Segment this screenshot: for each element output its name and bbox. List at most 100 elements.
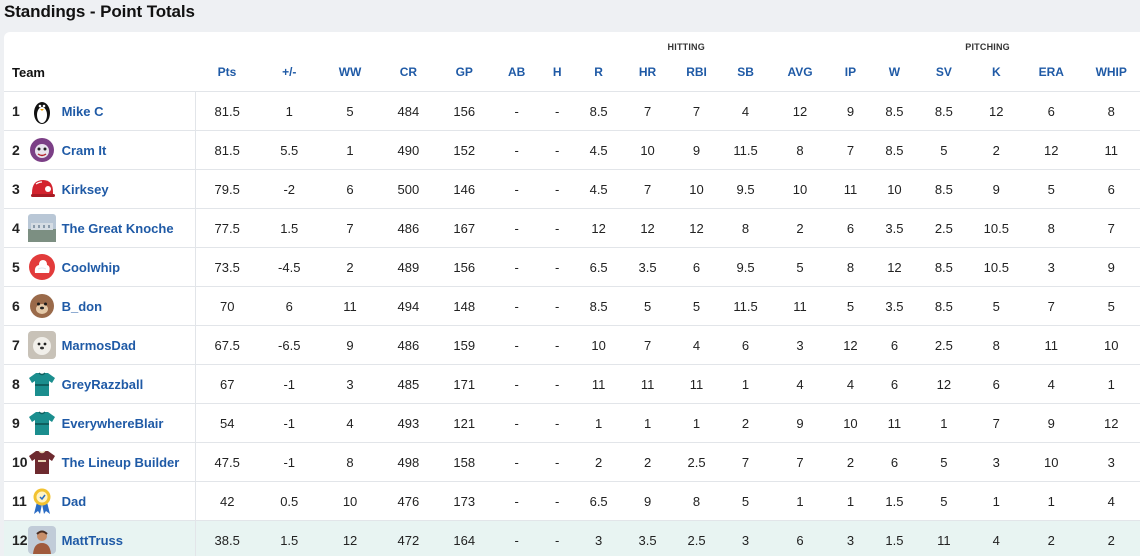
person-photo-icon[interactable] bbox=[27, 526, 56, 554]
ab-cell: - bbox=[491, 169, 542, 209]
rbi-cell: 4 bbox=[670, 325, 723, 365]
teal-jersey-icon[interactable] bbox=[28, 409, 56, 437]
sv-cell: 1 bbox=[919, 403, 969, 443]
pts-column-header[interactable]: Pts bbox=[217, 65, 237, 79]
team-cell: The Lineup Builder bbox=[27, 442, 196, 482]
h-column-header[interactable]: H bbox=[552, 65, 562, 79]
table-row: 10 The Lineup Builder 47.5 -1 8 498 158- -2 2 2.5… bbox=[4, 442, 1140, 482]
team-name-link[interactable]: Cram It bbox=[61, 142, 107, 158]
team-name-link[interactable]: Dad bbox=[61, 493, 87, 509]
sb-column-header[interactable]: SB bbox=[737, 65, 754, 79]
standings-table: HITTING PITCHING Team Pts +/- WW CR GP AB H R HR R… bbox=[4, 32, 1140, 556]
team-name-link[interactable]: MarmosDad bbox=[61, 337, 136, 353]
w-column-header[interactable]: W bbox=[888, 65, 901, 79]
r-cell: 6.5 bbox=[572, 247, 625, 287]
k-column-header[interactable]: K bbox=[991, 65, 1001, 79]
cr-cell: 472 bbox=[380, 520, 437, 556]
team-name-link[interactable]: The Lineup Builder bbox=[61, 454, 180, 470]
whip-column-header[interactable]: WHIP bbox=[1095, 65, 1127, 79]
sv-column-header[interactable]: SV bbox=[935, 65, 952, 79]
ww-cell: 8 bbox=[319, 442, 381, 482]
batting-helmet-icon[interactable] bbox=[28, 175, 56, 203]
cr-cell: 493 bbox=[380, 403, 437, 443]
sb-cell: 2 bbox=[722, 403, 769, 443]
team-cell: The Great Knoche bbox=[27, 208, 196, 248]
award-ribbon-icon[interactable] bbox=[28, 487, 56, 515]
rbi-cell: 10 bbox=[670, 169, 723, 209]
w-cell: 10 bbox=[869, 169, 920, 209]
team-name-link[interactable]: The Great Knoche bbox=[61, 220, 174, 236]
era-cell: 5 bbox=[1024, 169, 1079, 209]
team-name-link[interactable]: Coolwhip bbox=[61, 259, 121, 275]
table-row: 11 Dad 42 0.5 10 476 173- -6.5 9 8 5 1 1 1.5 5 1 1 4 bbox=[4, 481, 1140, 521]
white-dog-icon[interactable] bbox=[27, 331, 56, 359]
k-cell: 8 bbox=[968, 325, 1025, 365]
gp-column-header[interactable]: GP bbox=[455, 65, 473, 79]
cr-column-header[interactable]: CR bbox=[399, 65, 418, 79]
whip-cell: 4 bbox=[1078, 481, 1140, 521]
rbi-cell: 8 bbox=[670, 481, 723, 521]
team-name-link[interactable]: Kirksey bbox=[61, 181, 109, 197]
pts-cell: 54 bbox=[195, 403, 259, 443]
team-name-link[interactable]: EverywhereBlair bbox=[61, 415, 164, 431]
pts-cell: 38.5 bbox=[195, 520, 259, 556]
avg-cell: 6 bbox=[768, 520, 832, 556]
stadium-photo-icon[interactable] bbox=[27, 214, 56, 242]
r-cell: 1 bbox=[572, 403, 625, 443]
table-row: 2 Cram It 81.5 5.5 1 490 152- -4.5 10 9 11.5 8 7 8.5 5… bbox=[4, 130, 1140, 170]
pts-cell: 47.5 bbox=[195, 442, 259, 482]
table-row: 1 Mike C 81.5 1 5 484 156- -8.5 7 7 4 12 9 8.5 8.5 12 6 8 bbox=[4, 91, 1140, 131]
era-column-header[interactable]: ERA bbox=[1038, 65, 1064, 79]
sb-cell: 9.5 bbox=[722, 247, 769, 287]
team-name-link[interactable]: GreyRazzball bbox=[61, 376, 144, 392]
teal-jersey-icon[interactable] bbox=[28, 370, 56, 398]
whip-cell: 8 bbox=[1078, 91, 1140, 131]
table-row: 8 GreyRazzball 67 -1 3 485 171- -11 11 11 1 4 4 6 12 6 4… bbox=[4, 364, 1140, 404]
r-cell: 8.5 bbox=[572, 286, 625, 326]
plus-minus-cell: -4.5 bbox=[258, 247, 320, 287]
dog-face-icon[interactable] bbox=[28, 292, 56, 320]
r-cell: 11 bbox=[572, 364, 625, 404]
h-cell: - bbox=[541, 403, 573, 443]
pts-cell: 81.5 bbox=[195, 130, 259, 170]
rbi-cell: 2.5 bbox=[670, 442, 723, 482]
k-cell: 7 bbox=[968, 403, 1025, 443]
hr-column-header[interactable]: HR bbox=[638, 65, 657, 79]
team-name-link[interactable]: Mike C bbox=[61, 103, 104, 119]
rbi-column-header[interactable]: RBI bbox=[686, 65, 707, 79]
maroon-jersey-icon[interactable] bbox=[28, 448, 56, 476]
r-column-header[interactable]: R bbox=[594, 65, 603, 79]
whipped-cream-icon[interactable] bbox=[28, 253, 56, 281]
plus-minus-column-header[interactable]: +/- bbox=[282, 65, 297, 79]
ab-cell: - bbox=[491, 403, 542, 443]
baseball-face-icon[interactable] bbox=[28, 136, 56, 164]
rank-cell: 6 bbox=[4, 286, 28, 326]
rbi-cell: 11 bbox=[670, 364, 723, 404]
sb-cell: 6 bbox=[722, 325, 769, 365]
avg-cell: 5 bbox=[768, 247, 832, 287]
penguin-icon[interactable] bbox=[28, 97, 56, 125]
sv-cell: 8.5 bbox=[919, 247, 969, 287]
team-name-link[interactable]: B_don bbox=[61, 298, 103, 314]
team-cell: GreyRazzball bbox=[27, 364, 196, 404]
w-cell: 3.5 bbox=[869, 286, 920, 326]
r-cell: 4.5 bbox=[572, 169, 625, 209]
ab-cell: - bbox=[491, 130, 542, 170]
h-cell: - bbox=[541, 520, 573, 556]
ww-column-header[interactable]: WW bbox=[338, 65, 362, 79]
k-cell: 6 bbox=[968, 364, 1025, 404]
h-cell: - bbox=[541, 364, 573, 404]
whip-cell: 2 bbox=[1078, 520, 1140, 556]
ab-column-header[interactable]: AB bbox=[507, 65, 526, 79]
avg-cell: 7 bbox=[768, 442, 832, 482]
ww-cell: 5 bbox=[319, 91, 381, 131]
plus-minus-cell: -1 bbox=[258, 442, 320, 482]
avg-column-header[interactable]: AVG bbox=[787, 65, 813, 79]
avg-cell: 2 bbox=[768, 208, 832, 248]
team-cell: Coolwhip bbox=[27, 247, 196, 287]
team-column-header: Team bbox=[12, 64, 45, 80]
sb-cell: 7 bbox=[722, 442, 769, 482]
ip-column-header[interactable]: IP bbox=[844, 65, 857, 79]
cr-cell: 490 bbox=[380, 130, 437, 170]
team-name-link[interactable]: MattTruss bbox=[61, 532, 123, 548]
